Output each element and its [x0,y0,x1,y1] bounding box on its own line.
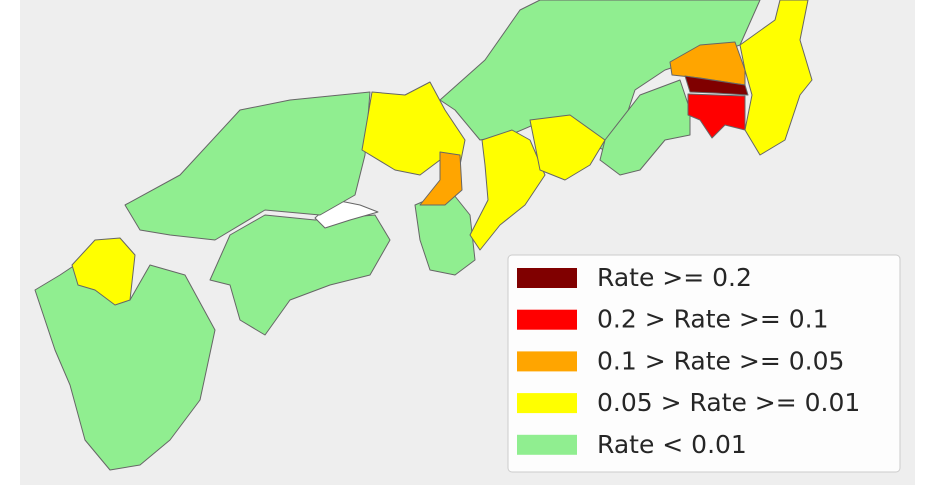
prefectures [34,0,813,471]
legend-swatch [517,268,577,288]
tokyo [684,75,749,96]
legend-label: 0.05 > Rate >= 0.01 [597,388,860,417]
legend-label: 0.1 > Rate >= 0.05 [597,346,844,375]
legend-label: 0.2 > Rate >= 0.1 [597,305,828,334]
legend: Rate >= 0.2 0.2 > Rate >= 0.1 0.1 > Rate >… [507,254,901,473]
legend-box [507,254,901,473]
legend-swatch [517,393,577,414]
saitama [669,41,746,86]
fukuoka [71,237,136,306]
shizuoka [599,79,691,176]
shikoku [209,214,391,336]
legend-label: Rate < 0.01 [597,430,747,459]
legend-items: Rate >= 0.2 0.2 > Rate >= 0.1 0.1 > Rate >… [517,263,860,459]
legend-swatch [517,351,577,372]
legend-swatch [517,309,577,330]
aichi [529,114,606,181]
mie [469,129,546,251]
osaka [419,151,463,206]
chugoku [124,91,371,241]
kanagawa [687,93,746,139]
legend-swatch [517,434,577,455]
chiba-ibaraki [739,0,813,156]
legend-label: Rate >= 0.2 [597,263,752,292]
